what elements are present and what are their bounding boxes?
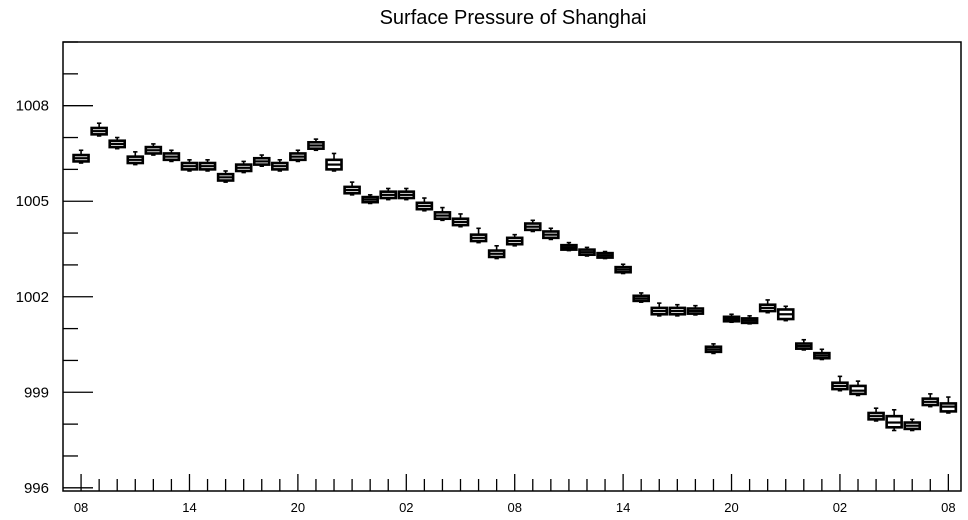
box-plot <box>487 245 506 260</box>
box-plot <box>921 393 940 408</box>
box-plot <box>795 338 813 351</box>
box-plot <box>343 181 361 196</box>
x-tick-label: 20 <box>291 500 305 515</box>
box-plot <box>523 219 542 233</box>
box-plot <box>813 348 831 361</box>
box-plot <box>578 246 596 257</box>
box-plot <box>289 149 307 163</box>
box-plot <box>307 138 325 152</box>
x-tick-label: 08 <box>74 500 88 515</box>
box-plot <box>632 292 650 303</box>
box-plot <box>180 159 199 172</box>
box-plot <box>72 149 90 164</box>
x-tick-label: 08 <box>941 500 955 515</box>
y-tick-label: 1005 <box>16 193 49 210</box>
boxplot-series <box>72 122 958 432</box>
box-plot <box>885 408 903 432</box>
y-tick-label: 1002 <box>16 289 49 306</box>
box-plot <box>397 187 416 201</box>
box-plot <box>776 305 795 322</box>
box-plot <box>596 250 614 260</box>
box-plot <box>433 206 452 222</box>
x-axis: 08 14 20 02 08 14 20 02 08 <box>74 474 956 515</box>
chart-title: Surface Pressure of Shanghai <box>380 7 647 29</box>
box-plot <box>415 197 434 212</box>
x-tick-label: 14 <box>616 500 630 515</box>
box-plot <box>542 227 560 241</box>
box-plot <box>560 241 578 252</box>
box-plot <box>939 396 958 414</box>
y-axis: 996 999 1002 1005 1008 <box>16 41 93 497</box>
box-plot <box>614 263 632 275</box>
plot-area-frame <box>62 41 962 492</box>
box-plot <box>903 418 922 432</box>
box-plot <box>252 154 271 167</box>
box-plot <box>379 187 398 201</box>
box-plot <box>126 151 145 166</box>
x-tick-label: 08 <box>507 500 521 515</box>
box-plot <box>234 160 253 174</box>
y-tick-label: 1008 <box>16 98 49 115</box>
box-plot <box>469 227 488 244</box>
x-tick-label: 02 <box>833 500 847 515</box>
y-tick-label: 996 <box>24 480 49 497</box>
box-plot <box>505 233 524 247</box>
box-plot <box>686 304 705 316</box>
box-plot <box>849 380 867 397</box>
x-tick-label: 14 <box>182 500 196 515</box>
box-plot <box>144 143 163 156</box>
box-plot <box>451 213 470 228</box>
box-plot <box>325 152 343 172</box>
x-tick-label: 02 <box>399 500 413 515</box>
box-plot <box>162 149 181 163</box>
box-plot <box>108 136 127 150</box>
box-plot <box>704 343 723 355</box>
x-tick-label: 20 <box>724 500 738 515</box>
box-plot <box>198 159 217 172</box>
box-plot <box>216 170 235 183</box>
box-plot <box>271 159 289 172</box>
box-plot <box>361 194 379 205</box>
y-tick-label: 999 <box>24 384 49 401</box>
box-plot <box>722 313 741 324</box>
box-plot <box>668 303 687 317</box>
box-plot <box>90 122 108 137</box>
box-plot <box>831 375 849 392</box>
box-plot <box>758 299 777 314</box>
box-plot <box>650 302 669 317</box>
box-plot <box>867 407 885 422</box>
box-plot <box>740 315 759 325</box>
